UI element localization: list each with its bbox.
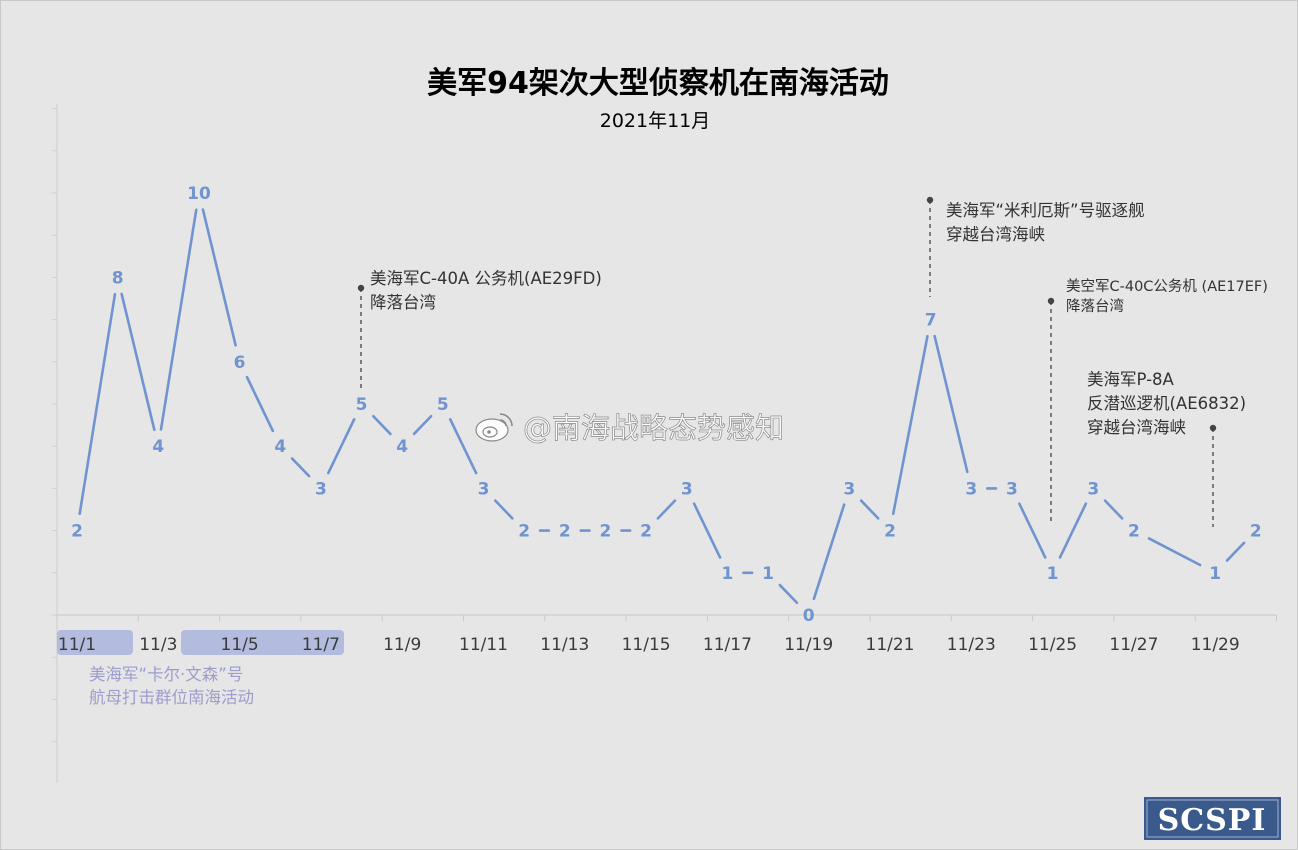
data-label: 6 xyxy=(234,353,246,373)
data-label: 3 xyxy=(478,479,490,499)
x-tick-label: 11/23 xyxy=(947,635,996,655)
x-tick-label: 11/19 xyxy=(784,635,833,655)
data-label: 2 xyxy=(1128,522,1140,542)
chart-subtitle: 2021年11月 xyxy=(600,110,711,132)
c40c-annotation-line: 降落台湾 xyxy=(1066,298,1124,315)
series-segment xyxy=(1018,502,1047,559)
data-label: 4 xyxy=(396,437,408,457)
series-segment xyxy=(290,457,311,478)
x-tick-label: 11/15 xyxy=(622,635,671,655)
data-label: 3 xyxy=(681,479,693,499)
data-label: 2 xyxy=(600,522,612,542)
watermark: @南海战略态势感知 xyxy=(475,411,784,445)
milius-annotation-line: 穿越台湾海峡 xyxy=(946,225,1045,244)
series-segment xyxy=(1225,541,1246,562)
c40a-annotation-line: 降落台湾 xyxy=(370,293,436,312)
data-label: 5 xyxy=(437,395,449,415)
carrier-period-highlights xyxy=(57,630,344,655)
data-label: 1 xyxy=(1209,564,1221,584)
data-label: 3 xyxy=(1087,479,1099,499)
series-segment xyxy=(692,502,722,559)
x-tick-label: 11/13 xyxy=(540,635,589,655)
series-segment xyxy=(159,208,198,431)
data-label: 10 xyxy=(187,184,211,204)
highlight-11-1 xyxy=(57,630,133,655)
x-tick-labels: 11/1 11/3 11/5 11/7 11/9 11/11 11/13 11/15 11/17… xyxy=(58,635,1240,655)
data-label: 2 xyxy=(518,522,530,542)
scspi-logo: SCSPI xyxy=(1144,797,1281,840)
data-label: 3 xyxy=(843,479,855,499)
carrier-annotation-line: 美海军“卡尔·文森”号 xyxy=(89,665,243,684)
series-segment xyxy=(778,583,799,605)
c40a-annotation-dot xyxy=(357,284,365,292)
highlight-11-5-to-11-7 xyxy=(181,630,344,655)
data-label: 2 xyxy=(1250,522,1262,542)
data-label: 1 xyxy=(762,564,774,584)
data-label: 8 xyxy=(112,268,124,288)
logo-text: SCSPI xyxy=(1158,803,1267,838)
series-segment xyxy=(933,334,969,474)
p8a-annotation-line: 穿越台湾海峡 xyxy=(1087,418,1186,437)
x-tick-label: 11/7 xyxy=(302,635,340,655)
data-label: 5 xyxy=(356,395,368,415)
carrier-annotation-line: 航母打击群位南海活动 xyxy=(89,688,254,707)
series-segment xyxy=(1058,502,1088,559)
c40c-annotation-line: 美空军C-40C公务机 (AE17EF) xyxy=(1066,278,1268,295)
data-label: 4 xyxy=(152,437,164,457)
x-tick-label: 11/9 xyxy=(383,635,421,655)
series-segment xyxy=(120,292,156,431)
series-segment xyxy=(448,418,478,475)
series-segment xyxy=(78,292,117,516)
watermark-text: @南海战略态势感知 xyxy=(523,411,784,445)
series-segment xyxy=(245,375,275,433)
p8a-annotation-dot xyxy=(1209,424,1217,432)
data-label: 1 xyxy=(721,564,733,584)
data-label: 3 xyxy=(315,479,327,499)
x-tick-label: 11/3 xyxy=(139,635,177,655)
milius-annotation-line: 美海军“米利厄斯”号驱逐舰 xyxy=(946,201,1145,220)
x-tick-label: 11/11 xyxy=(459,635,508,655)
chart-title: 美军94架次大型侦察机在南海活动 xyxy=(427,66,889,101)
data-label: 3 xyxy=(965,479,977,499)
p8a-annotation-line: 美海军P-8A xyxy=(1087,370,1175,389)
data-label: 2 xyxy=(559,522,571,542)
series-segment xyxy=(859,499,880,520)
c40a-annotation-line: 美海军C-40A 公务机(AE29FD) xyxy=(370,269,602,288)
x-tick-label: 11/29 xyxy=(1191,635,1240,655)
annotations: 美海军C-40A 公务机(AE29FD)降落台湾美海军“米利厄斯”号驱逐舰穿越台… xyxy=(89,196,1268,707)
x-tick-label: 11/17 xyxy=(703,635,752,655)
data-label: 2 xyxy=(884,522,896,542)
series-segment xyxy=(493,499,514,520)
weibo-icon xyxy=(475,413,513,442)
data-label: 7 xyxy=(925,311,937,331)
series-segment xyxy=(1147,537,1202,567)
x-tick-label: 11/27 xyxy=(1109,635,1158,655)
series-segment xyxy=(326,418,356,475)
data-label: 0 xyxy=(803,606,815,626)
data-label: 2 xyxy=(71,522,83,542)
data-label: 4 xyxy=(274,437,286,457)
series-segment xyxy=(891,334,929,516)
x-tick-label: 11/25 xyxy=(1028,635,1077,655)
data-label: 3 xyxy=(1006,479,1018,499)
series-segment xyxy=(372,414,392,436)
p8a-annotation-line: 反潜巡逻机(AE6832) xyxy=(1087,394,1246,413)
data-label: 1 xyxy=(1047,564,1059,584)
x-tick-label: 11/21 xyxy=(866,635,915,655)
milius-annotation-dot xyxy=(926,196,934,204)
axes xyxy=(52,104,1277,783)
c40c-annotation-dot xyxy=(1047,297,1055,305)
series-segment xyxy=(812,503,846,601)
data-label: 2 xyxy=(640,522,652,542)
series-segment xyxy=(412,414,433,436)
x-tick-label: 11/5 xyxy=(221,635,259,655)
series-segment xyxy=(201,208,237,347)
series-segment xyxy=(1103,499,1124,520)
series-line xyxy=(78,208,1246,605)
series-segment xyxy=(656,499,677,520)
x-tick-label: 11/1 xyxy=(58,635,96,655)
